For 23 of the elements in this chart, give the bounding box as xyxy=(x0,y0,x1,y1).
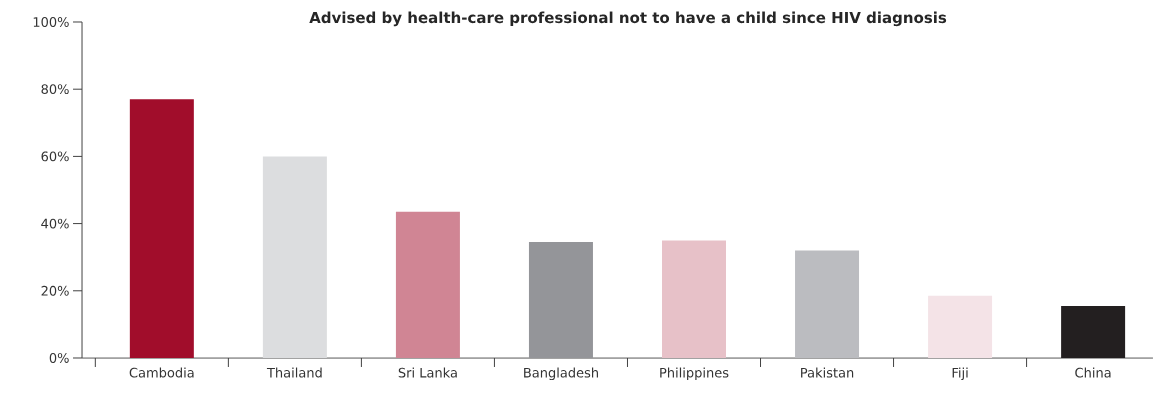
y-tick-label: 60% xyxy=(41,151,69,162)
x-tick-label: Thailand xyxy=(266,367,322,378)
bar xyxy=(262,156,327,358)
bar xyxy=(528,242,593,358)
chart-title: Advised by health-care professional not to have a child since HIV diagnosis xyxy=(309,11,947,27)
x-tick-label: Philippines xyxy=(660,367,729,381)
bar xyxy=(661,240,726,358)
bar xyxy=(129,99,194,358)
x-tick-label: Cambodia xyxy=(129,367,194,378)
x-tick-label: China xyxy=(1075,367,1111,378)
x-tick-label: Pakistan xyxy=(801,367,854,378)
bar xyxy=(1061,305,1126,358)
y-tick-label: 100% xyxy=(33,17,69,27)
y-tick-label: 0% xyxy=(49,353,69,363)
x-tick-label: Fiji xyxy=(952,367,968,381)
bar xyxy=(395,211,460,358)
bar xyxy=(928,295,993,358)
x-tick-label: Bangladesh xyxy=(524,367,598,381)
x-tick-label: Sri Lanka xyxy=(398,367,457,378)
bar xyxy=(795,250,860,358)
y-tick-label: 80% xyxy=(41,84,69,95)
y-tick-label: 40% xyxy=(41,218,69,229)
y-tick-label: 20% xyxy=(41,285,69,296)
